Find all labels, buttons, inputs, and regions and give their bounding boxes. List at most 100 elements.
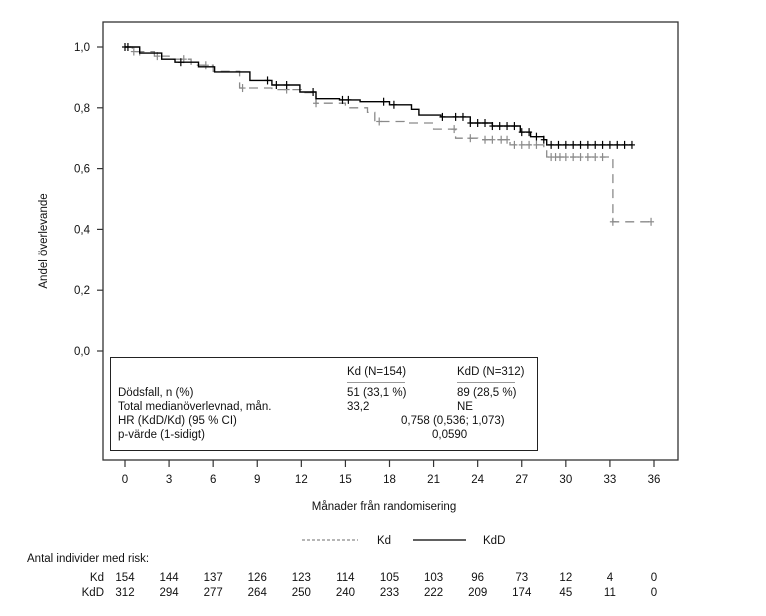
- censor-mark-kd: [577, 153, 584, 162]
- censor-mark-kd: [498, 135, 505, 144]
- censor-mark-kdd: [614, 140, 621, 149]
- censor-mark-kd: [451, 125, 458, 134]
- censor-mark-kdd: [345, 95, 352, 104]
- stats-row-deaths-kd: 51 (33,1 %): [347, 387, 407, 399]
- censor-mark-kd: [489, 135, 496, 144]
- censor-mark-kdd: [570, 140, 577, 149]
- risk-cell: 233: [379, 587, 400, 599]
- curve-kdd: [125, 46, 632, 146]
- x-tick-label: 9: [254, 474, 260, 486]
- x-tick-label: 36: [648, 474, 661, 486]
- censor-mark-kd: [376, 117, 383, 126]
- censor-mark-kd: [313, 99, 320, 108]
- censor-mark-kdd: [555, 140, 562, 149]
- censor-mark-kdd: [628, 140, 635, 149]
- censor-mark-kdd: [124, 43, 131, 51]
- risk-cell: 73: [515, 572, 529, 584]
- x-tick-label: 33: [604, 474, 617, 486]
- stats-header-kd-rule: [347, 382, 405, 383]
- risk-cell: 0: [650, 587, 658, 599]
- censor-mark-kdd: [482, 119, 489, 127]
- censor-mark-kd: [533, 140, 540, 149]
- censor-mark-kd: [130, 47, 137, 56]
- risk-cell: 174: [512, 587, 532, 599]
- censor-mark-kd: [599, 153, 606, 162]
- censor-mark-kdd: [390, 100, 397, 109]
- stats-p-label: p-värde (1-sidigt): [118, 429, 205, 441]
- survival-curves: [122, 43, 655, 226]
- risk-cell: 0: [650, 572, 658, 584]
- risk-cell: 154: [115, 572, 135, 584]
- censor-mark-kdd: [489, 122, 496, 131]
- censor-mark-kdd: [177, 58, 184, 67]
- x-tick-label: 12: [295, 474, 308, 486]
- stats-table: Kd (N=154) KdD (N=312) Dödsfall, n (%) 5…: [110, 357, 538, 451]
- x-axis-label: Månader från randomisering: [312, 501, 456, 513]
- risk-cell: 105: [379, 572, 400, 584]
- censor-mark-kdd: [592, 140, 599, 149]
- censor-mark-kdd: [467, 119, 474, 127]
- x-tick-label: 30: [559, 474, 572, 486]
- censor-mark-kdd: [496, 122, 503, 131]
- censor-mark-kdd: [606, 140, 613, 149]
- x-tick-label: 15: [339, 474, 352, 486]
- y-tick-label: 0,6: [74, 164, 90, 176]
- censor-mark-kd: [239, 84, 246, 93]
- stats-header-kdd-rule: [457, 382, 515, 383]
- censor-mark-kdd: [380, 97, 387, 106]
- risk-row-label: KdD: [81, 587, 104, 599]
- censor-mark-kd: [556, 153, 563, 162]
- censor-mark-kdd: [621, 140, 628, 149]
- risk-cell: 4: [606, 572, 614, 584]
- censor-mark-kd: [592, 153, 599, 162]
- x-tick-label: 27: [515, 474, 528, 486]
- censor-mark-kdd: [339, 95, 346, 104]
- legend-kd-label: Kd: [377, 535, 391, 547]
- censor-mark-kd: [504, 135, 511, 144]
- risk-cell: 126: [247, 572, 267, 584]
- censor-mark-kdd: [264, 76, 271, 85]
- censor-mark-kdd: [439, 112, 446, 121]
- censor-mark-kd: [467, 134, 474, 143]
- risk-cell: 123: [291, 572, 311, 584]
- risk-cell: 114: [336, 572, 355, 584]
- risk-cell: 264: [247, 587, 267, 599]
- risk-cell: 240: [335, 587, 355, 599]
- censor-mark-kdd: [459, 112, 466, 121]
- stats-hr-label: HR (KdD/Kd) (95 % CI): [118, 415, 237, 427]
- censor-mark-kd: [648, 217, 655, 226]
- stats-row-deaths-label: Dödsfall, n (%): [118, 387, 194, 399]
- censor-mark-kdd: [533, 132, 540, 141]
- risk-cell: 12: [559, 572, 573, 584]
- stats-hr-value: 0,758 (0,536; 1,073): [401, 415, 505, 427]
- censor-mark-kdd: [540, 135, 547, 144]
- risk-cell: 312: [115, 587, 135, 599]
- censor-mark-kdd: [452, 112, 459, 121]
- risk-cell: 103: [423, 572, 444, 584]
- x-axis: 0 3 6 9 12 15 18 21 24 27 30 33 36: [122, 460, 661, 486]
- stats-row-median-kdd: NE: [457, 401, 473, 413]
- censor-mark-kdd: [518, 128, 525, 137]
- y-tick-label: 0,0: [74, 346, 90, 358]
- censor-mark-kdd: [310, 87, 317, 96]
- risk-table-title: Antal individer med risk:: [27, 553, 150, 565]
- y-axis: 0,0 0,2 0,4 0,6 0,8 1,0: [74, 42, 103, 358]
- risk-cell: 137: [203, 572, 223, 584]
- stats-row-deaths-kdd: 89 (28,5 %): [457, 387, 517, 399]
- x-tick-label: 3: [166, 474, 172, 486]
- censor-mark-kdd: [504, 122, 511, 131]
- censor-mark-kdd: [599, 140, 606, 149]
- censor-mark-kdd: [548, 140, 555, 149]
- x-tick-label: 24: [471, 474, 484, 486]
- risk-cell: 45: [559, 587, 573, 599]
- censor-mark-kd: [584, 153, 591, 162]
- y-tick-label: 0,2: [74, 285, 90, 297]
- censor-mark-kd: [511, 140, 518, 149]
- risk-cell: 209: [468, 587, 488, 599]
- censor-mark-kdd: [273, 81, 280, 89]
- x-tick-label: 6: [210, 474, 216, 486]
- risk-cell: 250: [291, 587, 311, 599]
- x-tick-label: 21: [427, 474, 440, 486]
- x-tick-label: 0: [122, 474, 128, 486]
